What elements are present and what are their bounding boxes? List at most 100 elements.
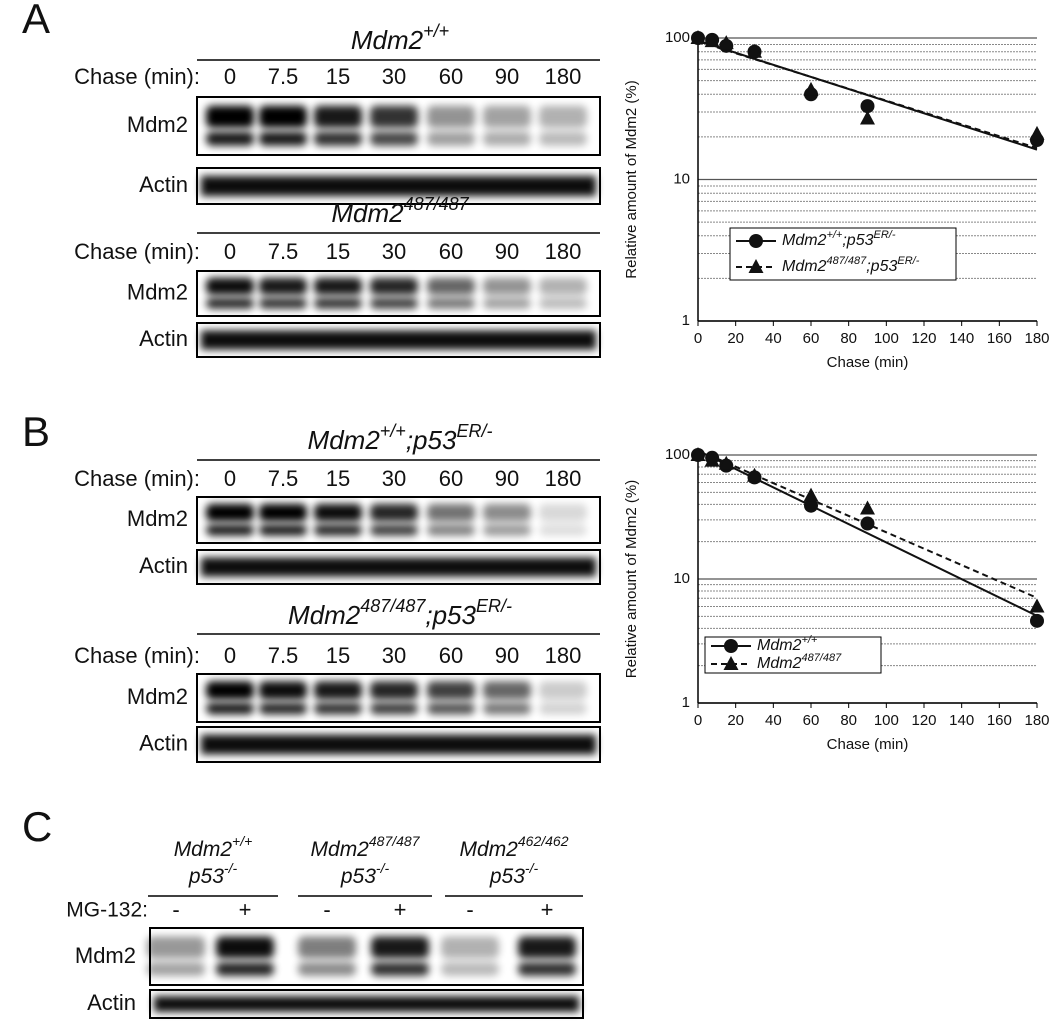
blot-title-run: Mdm2 <box>288 600 361 630</box>
legend-label-run: Mdm2 <box>757 655 802 672</box>
band <box>314 524 362 536</box>
blot-title-run: ;p53 <box>425 600 476 630</box>
x-tick-label: 60 <box>803 330 820 347</box>
x-tick-label: 100 <box>874 712 899 729</box>
legend-label-run: ;p53 <box>866 258 897 275</box>
legend-label-run: 487/487 <box>801 652 842 664</box>
band <box>314 105 362 128</box>
band <box>201 330 596 350</box>
group-label-run: Mdm2 <box>460 838 519 861</box>
band <box>259 524 307 536</box>
x-tick-label: 100 <box>874 330 899 347</box>
row-label: Actin <box>87 990 136 1015</box>
data-point <box>747 467 762 482</box>
blot-title: Mdm2487/487;p53ER/- <box>288 596 512 630</box>
band <box>370 105 418 128</box>
lane-label: 0 <box>224 466 236 491</box>
band <box>518 936 576 959</box>
chase-label: Chase (min): <box>74 643 200 668</box>
group-label-run: p53 <box>489 865 525 888</box>
band <box>259 503 307 522</box>
row-label: Actin <box>139 326 188 351</box>
lane-label: 90 <box>495 239 519 264</box>
data-point <box>690 447 706 461</box>
x-tick-label: 40 <box>765 712 782 729</box>
lane-label: 15 <box>326 239 350 264</box>
blot-frame <box>196 322 601 358</box>
data-point <box>860 110 875 125</box>
band <box>427 277 475 295</box>
blot-frame <box>196 270 601 317</box>
band <box>201 734 596 755</box>
row-label: Mdm2 <box>127 112 188 137</box>
x-tick-label: 180 <box>1024 712 1049 729</box>
band <box>427 105 475 128</box>
trend-line <box>697 449 1038 599</box>
lane-label: 60 <box>439 466 463 491</box>
x-tick-label: 20 <box>727 330 744 347</box>
x-tick-label: 140 <box>949 330 974 347</box>
band <box>314 277 362 295</box>
band <box>259 105 307 128</box>
band <box>206 702 254 715</box>
x-tick-label: 80 <box>840 712 857 729</box>
band <box>206 298 254 309</box>
group-label: p53-/- <box>188 860 238 888</box>
lane-label: 7.5 <box>268 643 299 668</box>
data-point <box>804 498 818 513</box>
group-label: p53-/- <box>489 860 539 888</box>
x-axis-label: Chase (min) <box>827 736 909 753</box>
x-axis-label: Chase (min) <box>827 354 909 371</box>
band <box>370 702 418 715</box>
chase-label: Chase (min): <box>74 466 200 491</box>
panel-label: A <box>22 0 50 42</box>
lane-label: 180 <box>545 64 582 89</box>
band <box>539 524 587 536</box>
data-point <box>1029 125 1045 140</box>
band <box>201 175 596 197</box>
band <box>483 105 531 128</box>
lane-label: 15 <box>326 64 350 89</box>
data-point <box>860 500 875 515</box>
blot-title-run: 487/487 <box>360 596 426 616</box>
x-tick-label: 120 <box>911 712 936 729</box>
x-tick-label: 180 <box>1024 330 1049 347</box>
x-tick-label: 80 <box>840 330 857 347</box>
group-label-run: -/- <box>525 860 539 876</box>
blot-title: Mdm2+/+;p53ER/- <box>308 421 493 455</box>
band <box>259 681 307 700</box>
data-point <box>1029 598 1045 613</box>
band <box>201 557 596 577</box>
panel-label: C <box>22 803 52 850</box>
band <box>259 298 307 309</box>
band <box>216 936 274 959</box>
blot-frame <box>196 167 601 205</box>
band <box>206 503 254 522</box>
lane-label: 180 <box>545 466 582 491</box>
treatment-sign: + <box>541 897 554 922</box>
band <box>539 105 587 128</box>
band <box>206 681 254 700</box>
legend-label: Mdm2+/+ <box>757 634 818 654</box>
blot-title: Mdm2487/487 <box>331 194 469 228</box>
band <box>483 524 531 536</box>
trend-line <box>697 39 1038 151</box>
row-label: Mdm2 <box>75 943 136 968</box>
band <box>483 702 531 715</box>
legend-label-run: +/+ <box>826 229 842 241</box>
row-label: Mdm2 <box>127 506 188 531</box>
lane-label: 180 <box>545 239 582 264</box>
legend-label-run: ER/- <box>874 229 896 241</box>
band <box>427 298 475 309</box>
band <box>427 524 475 536</box>
group-label-run: p53 <box>188 865 224 888</box>
row-label: Mdm2 <box>127 279 188 304</box>
x-tick-label: 160 <box>987 330 1012 347</box>
band <box>370 277 418 295</box>
band <box>298 936 356 959</box>
blot-frame <box>149 927 584 986</box>
legend-label-run: 487/487 <box>826 255 867 267</box>
x-tick-label: 120 <box>911 330 936 347</box>
group-label-run: 487/487 <box>369 833 421 849</box>
